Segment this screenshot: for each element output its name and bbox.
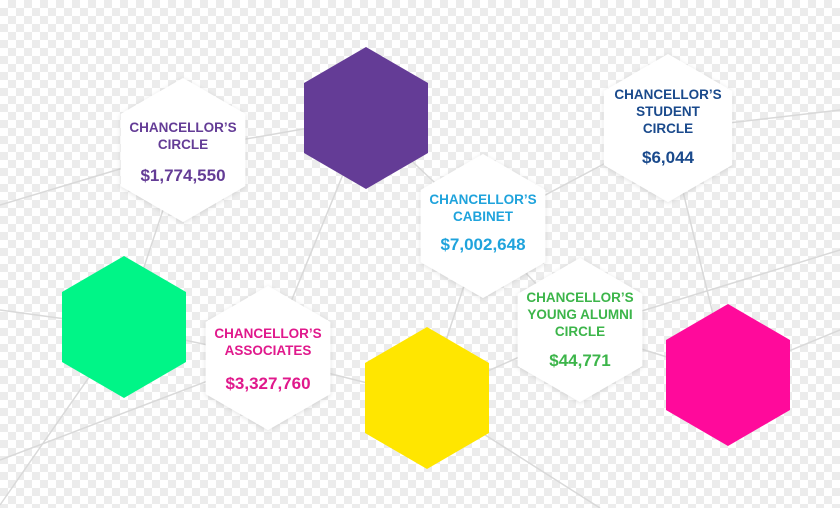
chancellors-student-circle-hexagon <box>603 54 733 202</box>
chancellors-associates-amount: $3,327,760 <box>225 374 310 393</box>
chancellors-cabinet-amount: $7,002,648 <box>440 235 525 254</box>
chancellors-young-alumni-circle-hexagon <box>517 258 643 402</box>
chancellors-circle-title-line: CHANCELLOR’S <box>129 120 236 135</box>
magenta-hexagon <box>666 304 790 446</box>
chancellors-student-circle-title-line: CIRCLE <box>643 121 693 136</box>
chancellors-young-alumni-circle-node: CHANCELLOR’S YOUNG ALUMNI CIRCLE $44,771 <box>517 258 643 402</box>
chancellors-student-circle-node: CHANCELLOR’S STUDENT CIRCLE $6,044 <box>603 54 733 202</box>
chancellors-student-circle-title-line: CHANCELLOR’S <box>614 87 721 102</box>
chancellors-young-alumni-circle-title-line: YOUNG ALUMNI <box>527 307 632 322</box>
chancellors-cabinet-title-line: CHANCELLOR’S <box>429 192 536 207</box>
chancellors-circle-node: CHANCELLOR’S CIRCLE $1,774,550 <box>120 78 246 222</box>
chancellors-associates-title-line: ASSOCIATES <box>225 343 312 358</box>
chancellors-associates-title-line: CHANCELLOR’S <box>214 326 321 341</box>
chancellors-circle-amount: $1,774,550 <box>140 166 225 185</box>
green-hexagon <box>62 256 186 398</box>
chancellors-young-alumni-circle-title-line: CHANCELLOR’S <box>526 290 633 305</box>
chancellors-young-alumni-circle-title-line: CIRCLE <box>555 324 605 339</box>
chancellors-circle-hexagon <box>120 78 246 222</box>
chancellors-student-circle-amount: $6,044 <box>642 148 695 167</box>
chancellors-cabinet-node: CHANCELLOR’S CABINET $7,002,648 <box>420 154 546 298</box>
yellow-hexagon <box>365 327 489 469</box>
purple-hexagon <box>304 47 428 189</box>
chancellors-cabinet-title-line: CABINET <box>453 209 514 224</box>
chancellors-associates-node: CHANCELLOR’S ASSOCIATES $3,327,760 <box>205 286 331 430</box>
chancellors-student-circle-title-line: STUDENT <box>636 104 701 119</box>
chancellors-young-alumni-circle-amount: $44,771 <box>549 351 610 370</box>
chancellors-circle-title-line: CIRCLE <box>158 137 208 152</box>
chancellors-associates-hexagon <box>205 286 331 430</box>
chancellors-cabinet-hexagon <box>420 154 546 298</box>
